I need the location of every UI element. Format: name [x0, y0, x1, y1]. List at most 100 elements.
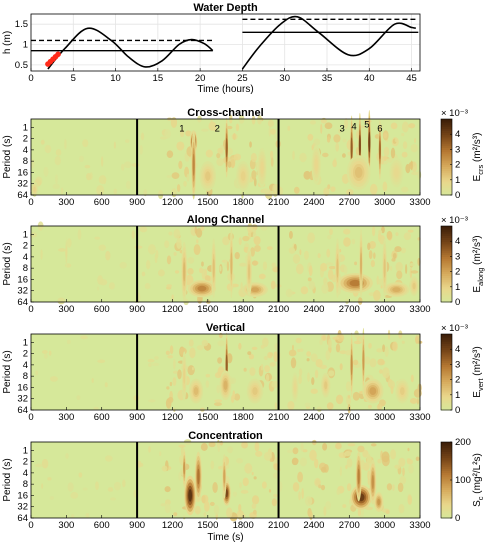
colorbar-tick-label: 3: [455, 144, 460, 155]
noise-blob: [180, 446, 184, 456]
colorbar-step: [441, 472, 452, 475]
noise-blob: [147, 244, 156, 255]
noise-blob: [310, 353, 318, 362]
x-tick-label: 300: [58, 412, 74, 423]
noise-blob: [187, 267, 194, 275]
noise-blob: [346, 458, 353, 468]
colorbar-step: [441, 362, 452, 365]
noise-blob: [183, 180, 187, 187]
colorbar-step: [441, 364, 452, 367]
noise-blob: [320, 262, 328, 272]
colorbar-step: [441, 286, 452, 290]
colorbar-step: [441, 379, 452, 382]
colorbar-step: [441, 408, 452, 411]
y-tick-label: 4: [23, 468, 28, 479]
noise-blob: [390, 449, 397, 460]
noise-blob: [410, 143, 418, 153]
noise-blob: [66, 238, 72, 248]
y-tick-label: 8: [23, 263, 28, 274]
noise-blob: [143, 189, 148, 197]
noise-blob: [140, 132, 145, 141]
noise-blob: [299, 457, 307, 467]
noise-blob: [205, 373, 211, 378]
noise-blob: [370, 443, 377, 447]
x-tick-label: 2700: [339, 520, 360, 531]
noise-blob: [100, 156, 104, 167]
colorbar-exponent: × 10⁻³: [441, 215, 468, 226]
x-tick-label: 2100: [268, 412, 289, 423]
noise-blob: [86, 173, 92, 181]
noise-blob: [77, 229, 82, 240]
noise-blob: [214, 399, 223, 403]
x-tick-label: 2100: [268, 197, 289, 208]
colorbar-step: [441, 443, 452, 447]
noise-blob: [249, 141, 252, 148]
noise-blob: [378, 369, 383, 374]
noise-blob: [52, 183, 60, 190]
colorbar-step: [441, 404, 452, 407]
energy-feature: [354, 166, 363, 178]
colorbar-step: [441, 271, 452, 274]
noise-blob: [303, 250, 309, 260]
noise-blob: [242, 235, 250, 242]
noise-blob: [217, 444, 220, 453]
noise-blob: [232, 133, 236, 141]
colorbar-tick-label: 4: [455, 129, 460, 140]
noise-blob: [384, 346, 389, 357]
colorbar-step: [441, 368, 452, 371]
noise-blob: [401, 186, 409, 193]
noise-blob: [219, 265, 222, 272]
noise-blob: [201, 261, 204, 267]
noise-blob: [160, 503, 167, 507]
colorbar-step: [441, 122, 452, 126]
noise-blob: [415, 456, 420, 462]
noise-blob: [267, 351, 273, 359]
y-tick-label: 0.5: [15, 60, 28, 71]
x-tick-label: 300: [58, 197, 74, 208]
noise-blob: [381, 451, 390, 463]
colorbar-step: [441, 394, 452, 398]
colorbar-step: [441, 466, 452, 470]
noise-blob: [376, 348, 383, 353]
noise-blob: [173, 512, 178, 517]
colorbar-tick-label: 4: [455, 236, 460, 247]
noise-blob: [339, 363, 343, 371]
noise-blob: [330, 186, 336, 192]
noise-blob: [386, 483, 393, 491]
colorbar-step: [441, 381, 452, 384]
noise-blob: [55, 174, 58, 184]
energy-feature: [223, 380, 228, 391]
noise-blob: [320, 484, 326, 491]
x-tick-label: 2700: [339, 197, 360, 208]
noise-blob: [319, 339, 323, 346]
noise-blob: [395, 232, 399, 237]
noise-blob: [396, 270, 403, 280]
noise-blob: [288, 247, 296, 254]
noise-blob: [408, 123, 416, 129]
y-tick-label: 8: [23, 479, 28, 490]
noise-blob: [302, 449, 308, 453]
noise-blob: [299, 249, 302, 256]
colorbar-step: [441, 239, 452, 242]
x-tick-label: 45: [406, 73, 417, 84]
noise-blob: [201, 128, 209, 132]
noise-blob: [355, 147, 359, 156]
energy-feature: [368, 131, 371, 153]
colorbar-step: [441, 445, 452, 449]
noise-blob: [327, 269, 334, 280]
y-tick-label: 64: [17, 297, 28, 308]
noise-blob: [105, 455, 113, 462]
colorbar-step: [441, 170, 452, 173]
noise-blob: [328, 265, 336, 270]
noise-blob: [351, 238, 356, 245]
noise-blob: [164, 503, 171, 514]
noise-blob: [322, 152, 329, 158]
noise-blob: [335, 442, 342, 450]
noise-blob: [205, 380, 210, 388]
energy-feature: [293, 382, 297, 393]
colorbar-tick-label: 0: [455, 190, 460, 201]
noise-blob: [392, 252, 397, 259]
noise-blob: [262, 188, 270, 194]
noise-blob: [224, 259, 227, 267]
noise-blob: [186, 173, 190, 182]
